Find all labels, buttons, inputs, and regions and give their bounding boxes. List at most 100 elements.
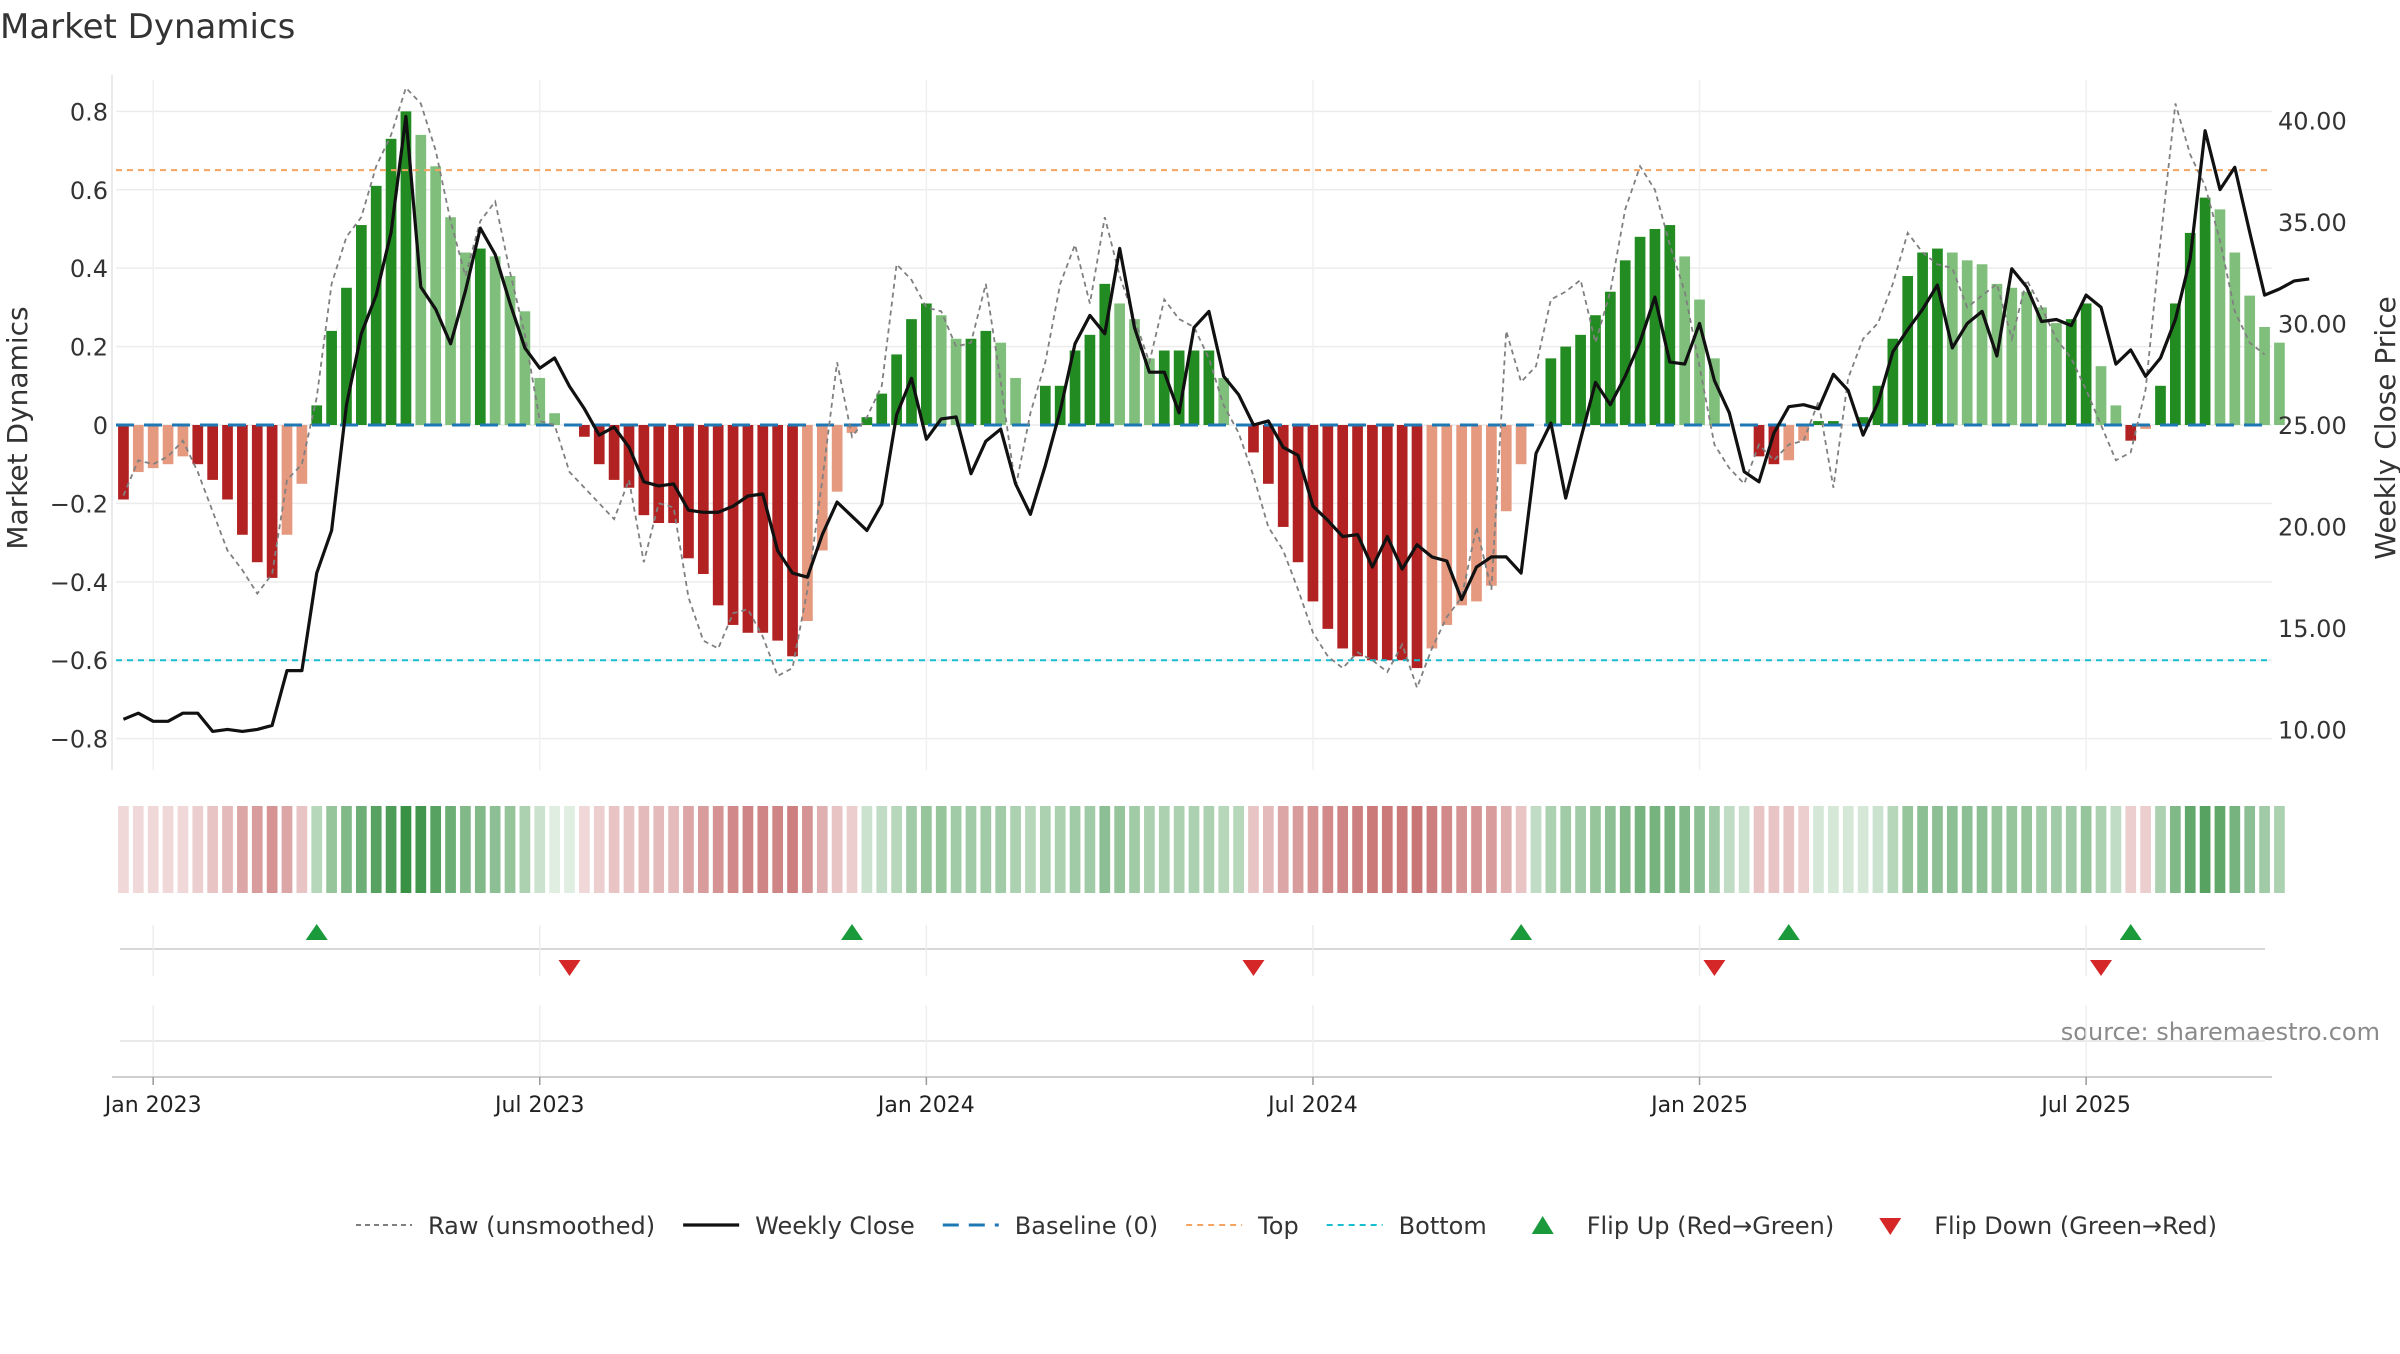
- regime-strip-cell: [2036, 806, 2047, 893]
- md-bar: [2274, 342, 2285, 425]
- md-bar: [400, 111, 412, 425]
- md-bar: [1679, 256, 1691, 425]
- regime-strip-cell: [2006, 806, 2018, 893]
- regime-strip-cell: [564, 806, 575, 893]
- source-attribution: source: sharemaestro.com: [2061, 1018, 2380, 1046]
- md-bar: [1649, 228, 1661, 425]
- y-tick-left: 0.6: [70, 177, 108, 205]
- md-bar: [1946, 252, 1958, 425]
- md-bar: [2214, 209, 2226, 425]
- md-bar: [1396, 425, 1408, 661]
- regime-strip-cell: [1738, 806, 1750, 893]
- md-bar: [1590, 315, 1601, 425]
- regime-strip-cell: [772, 806, 784, 893]
- regime-strip-cell: [831, 806, 843, 893]
- md-bar: [1322, 425, 1334, 629]
- regime-strip-cell: [1500, 806, 1512, 893]
- regime-strip-cell: [1188, 806, 1200, 893]
- md-bar: [1887, 338, 1899, 425]
- md-bar: [2184, 232, 2196, 425]
- y-tick-left: 0.4: [70, 255, 108, 283]
- regime-strip-cell: [1842, 806, 1854, 893]
- md-bar: [727, 425, 739, 625]
- md-bar: [2051, 323, 2062, 425]
- regime-strip-cell: [1054, 806, 1066, 893]
- legend-swatch-flip-down: [1879, 1218, 1902, 1235]
- regime-strip-cell: [1664, 806, 1676, 893]
- regime-strip-cell: [1292, 806, 1304, 893]
- x-tick-label: Jan 2023: [103, 1093, 202, 1118]
- regime-strip-cell: [712, 806, 724, 893]
- md-bar: [2140, 425, 2151, 429]
- regime-strip-cell: [251, 806, 263, 893]
- regime-strip-cell: [430, 806, 442, 893]
- md-bar: [1144, 358, 1155, 425]
- regime-strip-cell: [1709, 806, 1720, 893]
- regime-strip-cell: [296, 806, 308, 893]
- md-bar: [1248, 425, 1259, 453]
- flip-up-marker: [305, 924, 328, 940]
- md-bar: [1961, 260, 1973, 425]
- md-bar: [1441, 425, 1453, 625]
- regime-strip-cell: [2244, 806, 2256, 893]
- regime-strip-cell: [802, 806, 813, 893]
- md-bar: [683, 425, 694, 559]
- regime-strip-cell: [192, 806, 204, 893]
- md-bar: [2080, 303, 2092, 425]
- md-bar: [266, 425, 278, 578]
- md-bar: [2199, 197, 2211, 425]
- regime-strip-cell: [1144, 806, 1155, 893]
- md-bar: [1709, 358, 1720, 425]
- regime-strip-cell: [1545, 806, 1557, 893]
- regime-strip-cell: [1337, 806, 1349, 893]
- regime-strip-cell: [2169, 806, 2181, 893]
- md-bar: [697, 425, 709, 574]
- md-bar: [2110, 405, 2122, 425]
- regime-strip-cell: [697, 806, 709, 893]
- md-bar: [1069, 350, 1081, 425]
- regime-strip-cell: [1099, 806, 1111, 893]
- legend: Raw (unsmoothed) Weekly Close Baseline (0)…: [356, 1212, 2217, 1240]
- md-bar: [1857, 417, 1869, 425]
- md-bar: [1515, 425, 1527, 465]
- regime-strip-cell: [1025, 806, 1036, 893]
- weekly-close-line: [122, 114, 2310, 734]
- md-bar: [1203, 350, 1215, 425]
- md-bar: [519, 311, 531, 425]
- legend-label: Flip Down (Green→Red): [1934, 1212, 2217, 1240]
- regime-strip-cell: [1961, 806, 1973, 893]
- legend-item-baseline: Baseline (0): [942, 1212, 1158, 1240]
- md-bar: [341, 287, 352, 425]
- legend-label: Weekly Close: [755, 1212, 915, 1240]
- md-bar: [1917, 252, 1928, 425]
- md-bar: [1932, 248, 1943, 425]
- regime-strip-cell: [1307, 806, 1319, 893]
- md-bar: [192, 425, 204, 465]
- regime-strip-cell: [742, 806, 754, 893]
- regime-strip-cell: [281, 806, 293, 893]
- regime-strip-cell: [460, 806, 471, 893]
- regime-strip-cell: [1872, 806, 1884, 893]
- md-bar: [1352, 425, 1363, 657]
- regime-strip-cell: [1203, 806, 1215, 893]
- regime-strip-cell: [1352, 806, 1363, 893]
- regime-strip-cell: [370, 806, 382, 893]
- y-tick-left: −0.4: [50, 569, 108, 597]
- md-bar: [757, 425, 769, 633]
- regime-strip-cell: [787, 806, 798, 893]
- y-tick-left: 0.2: [70, 334, 108, 362]
- regime-strip-cell: [1396, 806, 1408, 893]
- flip-markers: [120, 924, 2265, 976]
- md-bar: [1604, 291, 1616, 425]
- series-lines: [122, 86, 2310, 734]
- x-tick-label: Jul 2023: [493, 1093, 585, 1118]
- x-tick-label: Jul 2025: [2039, 1093, 2131, 1118]
- regime-strip-cell: [906, 806, 917, 893]
- regime-strip-cell: [727, 806, 739, 893]
- md-bar: [1783, 425, 1795, 461]
- regime-strip-cell: [2021, 806, 2033, 893]
- md-bar: [1768, 425, 1780, 465]
- regime-strip-cell: [2199, 806, 2211, 893]
- md-bar: [1307, 425, 1319, 602]
- md-bar: [430, 166, 442, 425]
